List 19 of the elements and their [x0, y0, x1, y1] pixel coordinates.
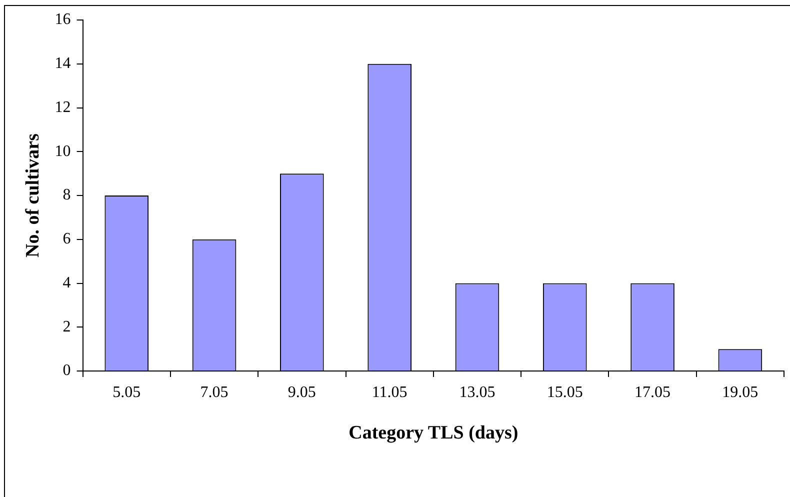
x-tick-label: 5.05: [112, 384, 141, 401]
y-tick-label: 10: [54, 142, 71, 160]
x-tick-label: 13.05: [459, 384, 496, 401]
y-tick-label: 16: [54, 11, 71, 28]
y-axis-title: No. of cultivars: [22, 133, 44, 258]
y-tick-label: 8: [62, 186, 71, 204]
y-tick-label: 14: [54, 55, 71, 72]
x-tick-label: 7.05: [200, 384, 228, 401]
y-tick-label: 0: [62, 362, 71, 380]
x-tick-label: 15.05: [546, 384, 583, 401]
x-tick-label: 17.05: [634, 384, 671, 401]
y-tick-label: 6: [62, 230, 71, 248]
x-tick-label: 9.05: [288, 384, 316, 401]
y-tick-label: 12: [54, 98, 71, 116]
x-tick-label: 11.05: [372, 384, 408, 401]
y-tick-label: 2: [62, 318, 71, 336]
x-axis-title: Category TLS (days): [348, 422, 518, 444]
y-tick-label: 4: [62, 274, 71, 292]
x-tick-label: 19.05: [722, 384, 758, 401]
